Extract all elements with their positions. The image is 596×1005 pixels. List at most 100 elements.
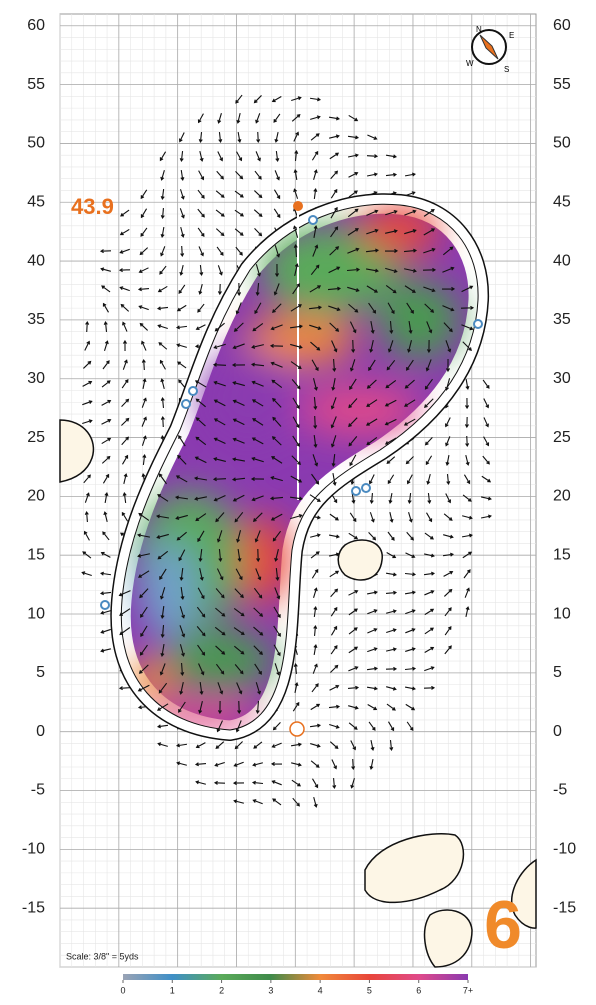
slope-arrow [404,572,417,577]
slope-arrow [406,531,414,541]
slope-arrow [385,267,398,273]
slope-arrow [386,359,396,371]
slope-arrow [121,417,130,426]
slope-arrow [142,378,147,390]
slope-arrow [140,606,148,618]
slope-arrow [405,552,416,558]
y-tick-label-left: -5 [31,782,45,799]
slope-arrow [348,627,358,635]
slope-arrow [386,686,397,691]
slope-arrow [330,416,337,429]
slope-arrow [329,513,339,521]
slope-arrow [232,781,245,786]
slope-arrow [386,609,397,614]
slope-arrow [100,267,111,272]
slope-arrow [329,134,340,139]
slope-arrow [445,436,451,447]
slope-arrow [252,762,263,767]
slope-arrow [175,475,188,483]
slope-arrow [311,473,320,485]
slope-arrow [270,361,283,368]
slope-arrow [141,416,147,427]
slope-arrow [293,169,298,181]
bunker [511,858,537,929]
slope-arrow [404,590,416,595]
slope-arrow [216,720,223,733]
slope-arrow [274,245,281,258]
slope-arrow [385,172,398,177]
slope-arrow [84,510,89,523]
slope-arrow [348,532,359,540]
slope-arrow [138,267,149,274]
slope-arrow [442,266,455,273]
y-tick-label-right: 0 [553,723,562,740]
slope-arrow [313,624,318,637]
slope-arrow [425,455,433,466]
slope-arrow [423,228,436,236]
slope-arrow [444,645,452,655]
elevation-label: 43.9 [71,194,114,219]
slope-arrow [464,416,469,429]
slope-arrow [423,685,436,690]
slope-arrow [175,743,188,748]
slope-arrow [313,225,318,239]
slope-arrow [199,681,204,696]
slope-arrow [366,172,378,177]
compass-w: W [466,59,474,68]
slope-arrow [198,701,203,714]
slope-arrow [234,664,244,675]
slope-arrow [140,189,148,200]
slope-arrow [348,589,359,596]
slope-arrow [330,606,338,617]
slope-arrow [330,226,339,238]
slope-arrow [443,513,453,521]
slope-arrow [141,435,147,446]
slope-arrow [369,492,374,505]
slope-arrow [156,514,170,519]
y-tick-label-right: 50 [553,135,571,152]
slope-arrow [198,548,203,563]
slope-arrow [197,303,205,313]
slope-arrow [217,283,222,296]
slope-arrow [216,170,224,180]
slope-arrow [274,549,279,562]
slope-arrow [214,626,226,636]
slope-arrow [463,569,471,579]
slope-arrow [311,568,319,579]
slope-arrow [384,248,399,253]
slope-arrow [329,723,340,729]
slope-arrow [424,646,435,653]
slope-arrow [178,435,186,447]
slope-arrow [197,587,205,600]
slope-arrow [178,701,186,713]
slope-arrow [427,492,432,505]
slope-arrow [217,265,223,276]
slope-arrow [388,492,393,504]
slope-arrow [330,435,337,448]
slope-arrow [197,227,205,237]
slope-arrow [176,304,187,312]
slope-arrow [198,284,203,295]
slope-arrow [291,379,301,390]
slope-arrow [330,645,338,655]
slope-arrow [212,362,227,367]
slope-arrow [404,172,416,177]
slope-arrow [235,302,242,315]
slope-arrow [213,343,226,350]
slope-arrow [347,685,360,690]
slope-arrow [159,568,167,580]
slope-arrow [251,399,264,407]
slope-arrow [386,628,397,634]
slope-arrow [121,436,130,446]
slope-arrow [389,320,394,335]
slope-arrow [406,721,414,732]
slope-arrow [365,418,378,426]
slope-arrow [366,437,378,446]
y-tick-label-left: 15 [27,546,45,563]
slope-arrow [408,320,413,334]
slope-arrow [175,495,189,500]
slope-arrow [311,359,319,372]
slope-arrow [180,245,185,258]
slope-arrow [424,303,435,313]
slope-arrow [232,457,245,462]
